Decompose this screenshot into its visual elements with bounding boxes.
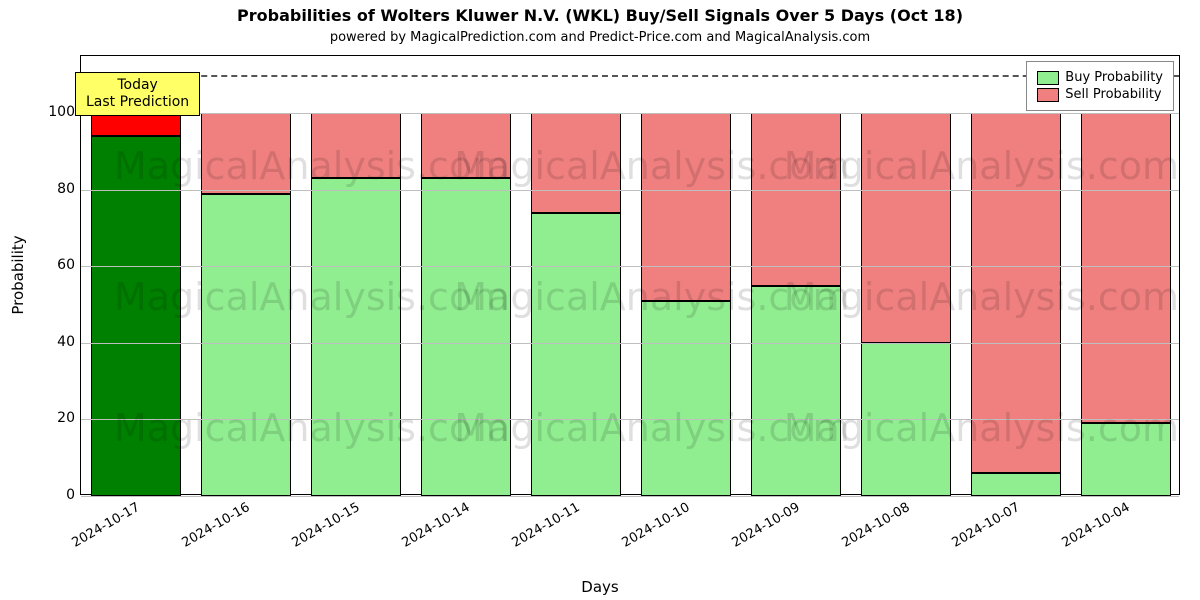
bar-buy — [201, 194, 291, 496]
bar-slot — [861, 56, 951, 494]
bar-buy — [1081, 423, 1171, 496]
gridline — [81, 496, 1179, 497]
ytick-label: 80 — [35, 181, 75, 197]
legend: Buy Probability Sell Probability — [1026, 61, 1174, 111]
y-axis-label: Probability — [9, 235, 27, 314]
legend-label-sell: Sell Probability — [1065, 87, 1161, 102]
bar-sell — [861, 113, 951, 343]
xtick-label: 2024-10-09 — [691, 500, 802, 573]
xtick-label: 2024-10-08 — [801, 500, 912, 573]
bar-buy — [421, 178, 511, 496]
bar-sell — [531, 113, 621, 212]
ytick-label: 0 — [35, 487, 75, 503]
today-annotation: Today Last Prediction — [75, 72, 200, 116]
gridline — [81, 190, 1179, 191]
gridline — [81, 266, 1179, 267]
reference-line — [81, 75, 1179, 77]
bar-slot — [311, 56, 401, 494]
bar-sell — [1081, 113, 1171, 423]
ytick-label: 60 — [35, 257, 75, 273]
bar-sell — [201, 113, 291, 193]
bar-sell — [91, 113, 181, 136]
probability-chart: Probabilities of Wolters Kluwer N.V. (WK… — [0, 0, 1200, 600]
gridline — [81, 343, 1179, 344]
xtick-label: 2024-10-15 — [251, 500, 362, 573]
bar-sell — [311, 113, 401, 178]
ytick-label: 100 — [35, 104, 75, 120]
ytick-label: 20 — [35, 410, 75, 426]
bar-buy — [311, 178, 401, 496]
bar-slot — [201, 56, 291, 494]
bar-slot — [421, 56, 511, 494]
xtick-label: 2024-10-17 — [31, 500, 142, 573]
chart-subtitle: powered by MagicalPrediction.com and Pre… — [0, 30, 1200, 45]
bar-slot — [641, 56, 731, 494]
bar-slot — [751, 56, 841, 494]
xtick-label: 2024-10-07 — [911, 500, 1022, 573]
gridline — [81, 419, 1179, 420]
bar-slot — [971, 56, 1061, 494]
xtick-label: 2024-10-11 — [471, 500, 582, 573]
gridline — [81, 113, 1179, 114]
xtick-label: 2024-10-16 — [141, 500, 252, 573]
legend-swatch-buy — [1037, 71, 1059, 85]
legend-label-buy: Buy Probability — [1065, 70, 1163, 85]
xtick-label: 2024-10-14 — [361, 500, 472, 573]
bar-slot — [1081, 56, 1171, 494]
legend-swatch-sell — [1037, 88, 1059, 102]
ytick-label: 40 — [35, 334, 75, 350]
bar-slot — [91, 56, 181, 494]
xtick-label: 2024-10-10 — [581, 500, 692, 573]
bar-buy — [751, 286, 841, 496]
xtick-label: 2024-10-04 — [1021, 500, 1132, 573]
bars-container — [81, 56, 1179, 494]
legend-item-buy: Buy Probability — [1037, 70, 1163, 85]
chart-title: Probabilities of Wolters Kluwer N.V. (WK… — [0, 6, 1200, 25]
bar-sell — [421, 113, 511, 178]
plot-area: MagicalAnalysis.comMagicalAnalysis.comMa… — [80, 55, 1180, 495]
bar-sell — [641, 113, 731, 300]
legend-item-sell: Sell Probability — [1037, 87, 1163, 102]
bar-buy — [531, 213, 621, 496]
bar-sell — [751, 113, 841, 285]
x-axis-label: Days — [0, 578, 1200, 596]
bar-buy — [641, 301, 731, 496]
bar-slot — [531, 56, 621, 494]
bar-buy — [971, 473, 1061, 496]
